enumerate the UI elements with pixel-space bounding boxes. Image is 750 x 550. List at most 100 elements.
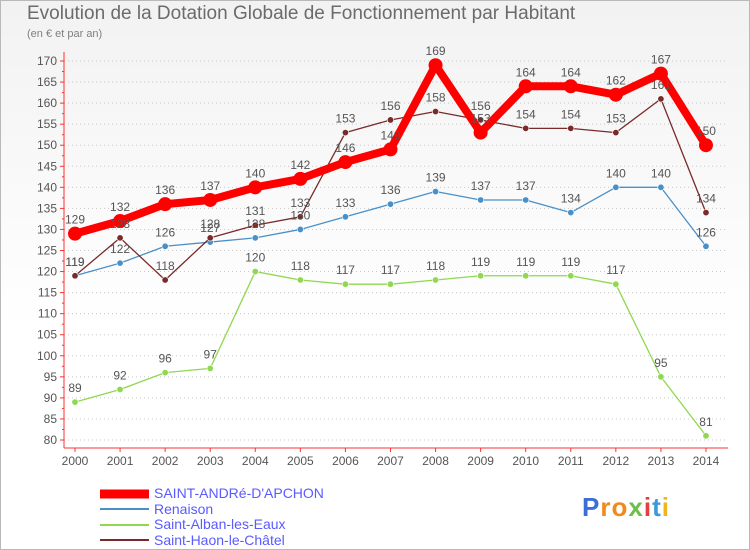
y-tick-label: 90 (44, 391, 58, 405)
data-point (702, 432, 710, 440)
data-label: 154 (561, 107, 581, 121)
data-point (338, 155, 353, 170)
data-point (428, 58, 443, 73)
y-tick-label: 165 (37, 75, 57, 89)
data-label: 153 (606, 112, 626, 126)
y-tick-label: 100 (37, 349, 57, 363)
data-point (296, 276, 304, 284)
legend-swatch (100, 539, 149, 542)
data-label: 119 (561, 255, 580, 269)
x-tick-label: 2012 (602, 454, 629, 468)
y-tick-label: 80 (44, 433, 58, 447)
data-label: 167 (651, 53, 671, 67)
data-point (522, 272, 530, 280)
data-point (518, 79, 533, 94)
data-label: 117 (606, 263, 625, 277)
proxiti-logo: Proxiti (582, 492, 670, 523)
data-label: 137 (516, 179, 536, 193)
data-label: 156 (380, 99, 400, 113)
data-point (116, 234, 124, 242)
data-point (657, 95, 665, 103)
data-label: 139 (426, 171, 446, 185)
data-point (522, 124, 530, 132)
data-label: 164 (516, 65, 536, 79)
data-point (341, 129, 349, 137)
data-point (296, 225, 304, 233)
y-tick-label: 130 (37, 222, 57, 236)
data-point (206, 234, 214, 242)
legend-swatch (100, 523, 149, 526)
data-label: 119 (471, 255, 490, 269)
x-tick-label: 2011 (558, 454, 584, 468)
data-label: 140 (245, 166, 265, 180)
data-point (161, 276, 169, 284)
series-layer (68, 58, 713, 440)
data-point (563, 79, 578, 94)
data-label: 134 (561, 192, 581, 206)
logo-letter: i (643, 492, 653, 522)
x-tick-label: 2003 (197, 454, 224, 468)
logo-letter: i (661, 492, 670, 522)
data-point (248, 180, 263, 195)
y-tick-label: 105 (37, 328, 57, 342)
data-label: 134 (696, 192, 716, 206)
data-point (567, 209, 575, 217)
y-tick-label: 160 (37, 96, 57, 110)
data-label: 162 (606, 74, 626, 88)
data-point (657, 373, 665, 381)
data-point (71, 272, 79, 280)
data-point (386, 200, 394, 208)
x-tick-label: 2001 (107, 454, 134, 468)
data-label: 136 (155, 183, 175, 197)
data-point (71, 398, 79, 406)
y-tick-label: 140 (37, 180, 57, 194)
data-label: 132 (110, 200, 130, 214)
data-label: 158 (426, 91, 446, 105)
data-point (116, 385, 124, 393)
x-tick-label: 2000 (62, 454, 89, 468)
x-tick-label: 2002 (152, 454, 179, 468)
data-label: 119 (516, 255, 535, 269)
data-label: 128 (200, 217, 220, 231)
data-point (68, 226, 82, 241)
data-label: 119 (65, 255, 84, 269)
chart-subtitle: (en € et par an) (27, 28, 103, 40)
chart-title: Evolution de la Dotation Globale de Fonc… (27, 3, 576, 24)
data-point (567, 272, 575, 280)
data-label: 140 (606, 166, 626, 180)
legend-label: Renaison (154, 500, 214, 517)
data-label: 129 (65, 213, 85, 227)
x-tick-label: 2014 (693, 454, 720, 468)
data-point (386, 280, 394, 288)
legend-swatch (100, 489, 149, 499)
data-label: 95 (654, 356, 668, 370)
data-label: 156 (471, 99, 491, 113)
grid-layer (64, 60, 728, 441)
data-point (251, 221, 259, 229)
logo-letter: P (582, 492, 601, 522)
data-label: 127 (200, 221, 220, 235)
data-label: 142 (290, 158, 310, 172)
data-point (116, 259, 124, 267)
data-point (203, 192, 218, 207)
data-label: 169 (426, 44, 446, 58)
logo-letter: r (600, 492, 612, 522)
data-point (657, 183, 665, 191)
data-point (477, 116, 485, 124)
data-point (432, 108, 440, 116)
y-tick-label: 150 (37, 138, 57, 152)
y-tick-label: 110 (38, 307, 57, 321)
legend-label: Saint-Alban-les-Eaux (154, 516, 286, 532)
data-label: 164 (561, 65, 581, 79)
data-point (702, 209, 710, 217)
data-label: 117 (381, 263, 400, 277)
data-label: 137 (471, 179, 491, 193)
data-label: 130 (290, 208, 310, 222)
y-tick-label: 135 (37, 201, 57, 215)
data-point (341, 213, 349, 221)
data-point (432, 188, 440, 196)
data-label: 118 (426, 259, 445, 273)
data-point (161, 242, 169, 250)
data-point (612, 280, 620, 288)
data-point (251, 234, 259, 242)
